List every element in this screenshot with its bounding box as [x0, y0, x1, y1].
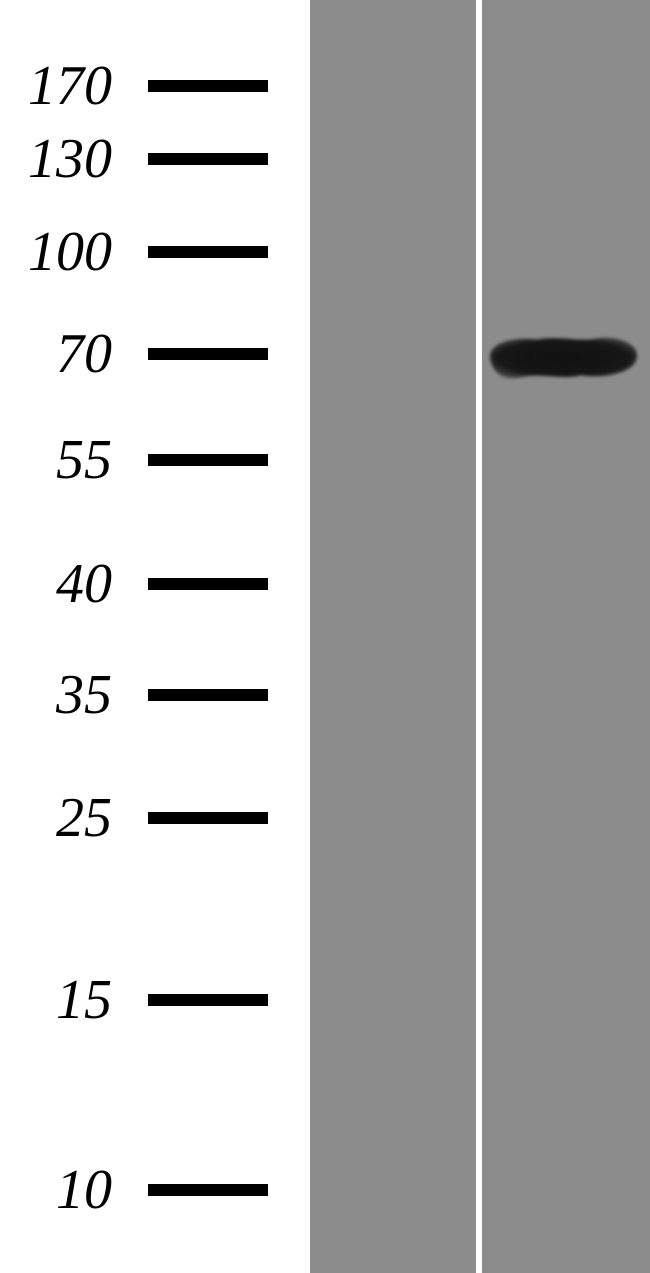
- ladder-marker-label: 100: [0, 220, 130, 284]
- ladder-marker-tick: [148, 153, 268, 165]
- ladder-marker-label: 130: [0, 127, 130, 191]
- ladder-marker-label: 25: [0, 786, 130, 850]
- lane-divider: [476, 0, 482, 1273]
- ladder-marker-tick: [148, 348, 268, 360]
- ladder-marker-label: 10: [0, 1158, 130, 1222]
- ladder-marker: 170: [0, 55, 310, 118]
- ladder-marker-label: 70: [0, 322, 130, 386]
- ladder-marker-tick: [148, 454, 268, 466]
- western-blot-figure: 170 130 100 70 55 40 35 25 15 10: [0, 0, 650, 1273]
- ladder-marker-label: 55: [0, 428, 130, 492]
- ladder-marker-label: 170: [0, 54, 130, 118]
- ladder-marker-label: 15: [0, 968, 130, 1032]
- ladder-marker: 55: [0, 429, 310, 492]
- ladder-marker-tick: [148, 689, 268, 701]
- ladder-marker-label: 35: [0, 663, 130, 727]
- ladder-marker-label: 40: [0, 552, 130, 616]
- ladder-marker-tick: [148, 812, 268, 824]
- ladder-marker: 35: [0, 664, 310, 727]
- ladder-marker-tick: [148, 578, 268, 590]
- ladder-marker: 25: [0, 787, 310, 850]
- ladder-marker: 70: [0, 323, 310, 386]
- ladder-marker: 130: [0, 128, 310, 191]
- molecular-weight-ladder: 170 130 100 70 55 40 35 25 15 10: [0, 0, 310, 1273]
- ladder-marker-tick: [148, 994, 268, 1006]
- ladder-marker-tick: [148, 1184, 268, 1196]
- ladder-marker: 40: [0, 553, 310, 616]
- ladder-marker-tick: [148, 246, 268, 258]
- ladder-marker: 100: [0, 221, 310, 284]
- ladder-marker-tick: [148, 80, 268, 92]
- protein-band: [484, 334, 640, 380]
- ladder-marker: 15: [0, 969, 310, 1032]
- ladder-marker: 10: [0, 1159, 310, 1222]
